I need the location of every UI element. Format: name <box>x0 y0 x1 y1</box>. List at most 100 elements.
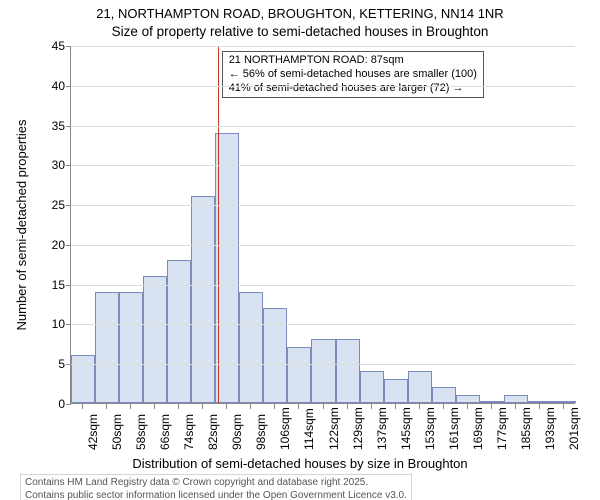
x-tick <box>274 404 275 409</box>
footer-line-2: Contains public sector information licen… <box>25 490 407 500</box>
x-tick <box>515 404 516 409</box>
bar <box>143 276 167 403</box>
x-tick <box>563 404 564 409</box>
bar <box>336 339 360 403</box>
gridline <box>71 364 575 365</box>
bar <box>408 371 432 403</box>
x-tick-label: 201sqm <box>567 407 581 450</box>
x-tick-label: 185sqm <box>519 407 533 450</box>
title-line-2: Size of property relative to semi-detach… <box>0 24 600 39</box>
x-tick-label: 90sqm <box>230 414 244 450</box>
bar <box>552 401 576 403</box>
x-tick <box>323 404 324 409</box>
x-tick <box>347 404 348 409</box>
x-axis-label: Distribution of semi-detached houses by … <box>0 456 600 471</box>
annotation-line-2: ← 56% of semi-detached houses are smalle… <box>229 68 477 82</box>
x-tick-label: 74sqm <box>182 414 196 450</box>
y-tick-label: 30 <box>35 158 65 172</box>
gridline <box>71 285 575 286</box>
x-tick-label: 82sqm <box>206 414 220 450</box>
y-tick-label: 40 <box>35 79 65 93</box>
bar <box>456 395 480 403</box>
y-tick <box>66 364 71 365</box>
x-tick-label: 129sqm <box>351 407 365 450</box>
y-tick <box>66 46 71 47</box>
y-tick-label: 5 <box>35 357 65 371</box>
x-tick <box>202 404 203 409</box>
x-tick <box>467 404 468 409</box>
y-tick-label: 0 <box>35 397 65 411</box>
gridline <box>71 245 575 246</box>
x-tick-label: 98sqm <box>254 414 268 450</box>
bar <box>119 292 143 403</box>
y-tick <box>66 285 71 286</box>
x-tick <box>395 404 396 409</box>
bar <box>384 379 408 403</box>
annotation-line-1: 21 NORTHAMPTON ROAD: 87sqm <box>229 54 477 68</box>
y-axis-label: Number of semi-detached properties <box>14 120 29 331</box>
bar <box>95 292 119 403</box>
y-tick-label: 45 <box>35 39 65 53</box>
gridline <box>71 205 575 206</box>
x-tick-label: 42sqm <box>86 414 100 450</box>
footer-box: Contains HM Land Registry data © Crown c… <box>20 474 412 500</box>
gridline <box>71 324 575 325</box>
bar <box>311 339 335 403</box>
y-tick-label: 35 <box>35 119 65 133</box>
x-tick <box>371 404 372 409</box>
gridline <box>71 86 575 87</box>
x-tick <box>178 404 179 409</box>
y-tick <box>66 86 71 87</box>
bar <box>504 395 528 403</box>
bar <box>480 401 504 403</box>
y-tick <box>66 324 71 325</box>
gridline <box>71 46 575 47</box>
y-tick <box>66 165 71 166</box>
gridline <box>71 165 575 166</box>
marker-line <box>218 46 219 403</box>
x-tick <box>539 404 540 409</box>
x-tick <box>491 404 492 409</box>
annotation-box: 21 NORTHAMPTON ROAD: 87sqm ← 56% of semi… <box>222 51 484 98</box>
x-tick <box>443 404 444 409</box>
x-tick-label: 50sqm <box>110 414 124 450</box>
annotation-line-3: 41% of semi-detached houses are larger (… <box>229 82 477 96</box>
x-tick-label: 66sqm <box>158 414 172 450</box>
x-tick-label: 153sqm <box>423 407 437 450</box>
plot-area: 21 NORTHAMPTON ROAD: 87sqm ← 56% of semi… <box>70 46 575 404</box>
bar <box>191 196 215 403</box>
bar <box>215 133 239 403</box>
x-tick <box>82 404 83 409</box>
bar <box>71 355 95 403</box>
x-tick <box>226 404 227 409</box>
y-tick-label: 10 <box>35 317 65 331</box>
bar <box>528 401 552 403</box>
x-tick-label: 114sqm <box>302 408 316 450</box>
bar <box>432 387 456 403</box>
y-tick-label: 15 <box>35 278 65 292</box>
x-tick-label: 177sqm <box>495 407 509 450</box>
x-tick <box>154 404 155 409</box>
x-tick <box>250 404 251 409</box>
gridline <box>71 126 575 127</box>
y-tick-label: 20 <box>35 238 65 252</box>
x-tick-label: 169sqm <box>471 407 485 450</box>
bar <box>167 260 191 403</box>
x-tick <box>130 404 131 409</box>
bars-group <box>71 46 575 403</box>
x-tick <box>106 404 107 409</box>
x-tick-label: 122sqm <box>327 407 341 450</box>
x-tick-label: 161sqm <box>447 407 461 450</box>
y-tick <box>66 245 71 246</box>
bar <box>239 292 263 403</box>
bar <box>287 347 311 403</box>
y-tick <box>66 126 71 127</box>
footer-line-1: Contains HM Land Registry data © Crown c… <box>25 477 407 490</box>
x-tick-label: 145sqm <box>399 407 413 450</box>
x-tick-label: 137sqm <box>375 407 389 450</box>
title-line-1: 21, NORTHAMPTON ROAD, BROUGHTON, KETTERI… <box>0 6 600 21</box>
x-tick-label: 106sqm <box>278 407 292 450</box>
bar <box>360 371 384 403</box>
x-tick <box>298 404 299 409</box>
y-tick <box>66 404 71 405</box>
